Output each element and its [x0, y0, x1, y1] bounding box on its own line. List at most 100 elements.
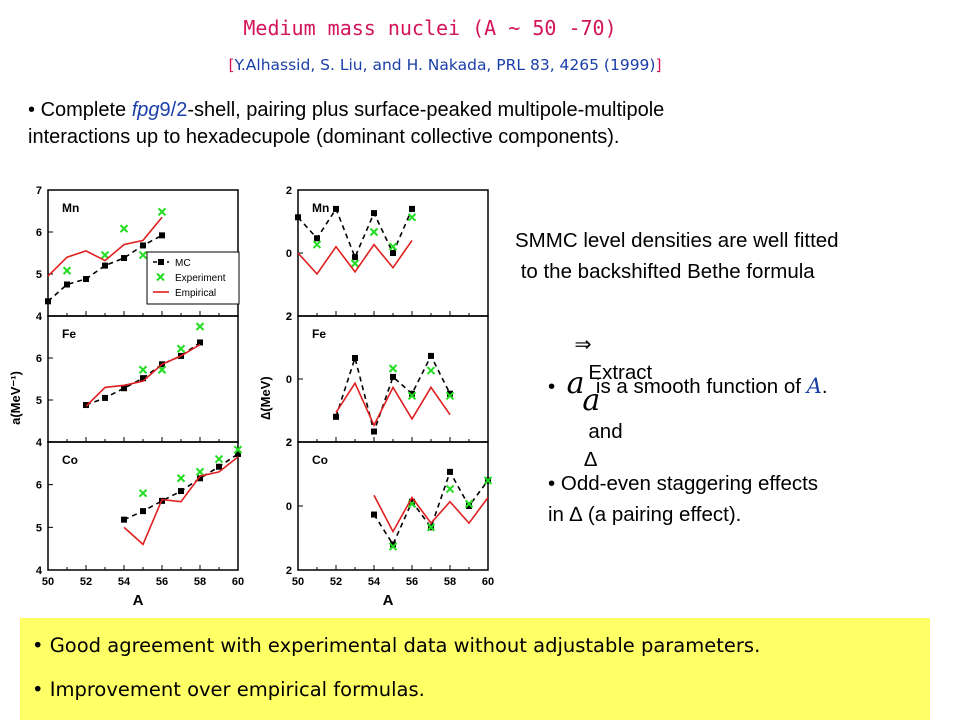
intro-bullet: •: [28, 99, 36, 121]
panel-element-label: Mn: [62, 201, 79, 215]
mc-point: [197, 475, 203, 482]
smmc-line-1: SMMC level densities are well fitted: [515, 229, 839, 252]
y-tick-label: 0: [286, 374, 292, 386]
mc-point: [428, 352, 434, 359]
empirical-line: [373, 494, 489, 534]
mc-point: [295, 214, 301, 221]
experiment-point: [369, 227, 379, 237]
x-tick-label: 60: [482, 576, 494, 588]
y-tick-label: 2: [286, 311, 292, 323]
y-tick-label: 7: [36, 185, 42, 197]
x-tick-label: 56: [156, 576, 168, 588]
y-tick-label: 6: [36, 227, 42, 239]
y-tick-label: 2: [286, 437, 292, 449]
citation-close-bracket: ]: [655, 56, 662, 74]
mc-point: [159, 232, 165, 239]
experiment-point: [176, 344, 186, 353]
x-tick-label: 52: [80, 576, 92, 588]
and-label: and: [588, 420, 623, 443]
a-symbol: a: [582, 383, 601, 418]
empirical-line: [47, 216, 163, 277]
experiment-point: [445, 484, 455, 494]
mc-point: [333, 413, 339, 420]
y-tick-label: 4: [36, 437, 43, 449]
mc-point: [83, 276, 89, 283]
mc-point: [216, 463, 222, 470]
x-tick-label: 58: [444, 576, 456, 588]
mc-point: [235, 450, 241, 457]
mc-point: [314, 235, 320, 242]
mc-point: [447, 390, 453, 397]
experiment-point: [195, 322, 205, 331]
delta-symbol: ∆: [584, 448, 597, 471]
mc-point: [121, 385, 127, 392]
experiment-point: [388, 364, 398, 373]
intro-text-post: -shell, pairing plus surface-peaked mult…: [187, 99, 665, 121]
panel-element-label: Co: [312, 453, 328, 467]
mc-point: [121, 255, 127, 262]
empirical-line: [85, 343, 201, 407]
y-tick-label: 6: [36, 353, 42, 365]
experiment-point: [426, 366, 436, 375]
y-tick-label: 0: [286, 248, 292, 260]
legend-mc-marker: [158, 259, 164, 265]
x-axis-label: A: [133, 592, 144, 609]
experiment-point: [350, 259, 360, 268]
panel-element-label: Co: [62, 453, 78, 467]
experiment-point: [100, 250, 110, 260]
odd-even-line-1: • Odd-even staggering effects: [548, 472, 819, 495]
experiment-point: [119, 224, 129, 233]
y-tick-label: 2: [286, 565, 292, 577]
odd-even-pre: in: [548, 503, 570, 526]
mc-point: [466, 503, 472, 509]
mc-point: [45, 298, 51, 305]
y-tick-label: 0: [286, 501, 292, 513]
implies-symbol: ⇒: [574, 333, 592, 356]
mc-point: [409, 498, 415, 505]
x-tick-label: 50: [42, 576, 54, 588]
mc-point: [352, 355, 358, 361]
mc-point: [447, 468, 453, 475]
panel-element-label: Mn: [312, 201, 329, 215]
citation: [Y.Alhassid, S. Liu, and H. Nakada, PRL …: [0, 56, 890, 74]
x-tick-label: 50: [292, 576, 304, 588]
mc-point: [140, 508, 146, 515]
empirical-line: [123, 456, 239, 546]
panel-element-label: Fe: [62, 327, 76, 341]
y-tick-label: 5: [36, 269, 42, 281]
y-tick-label: 2: [286, 437, 292, 449]
experiment-point: [157, 207, 167, 217]
intro-line-2: interactions up to hexadecupole (dominan…: [28, 126, 620, 148]
summary-line-2: • Improvement over empirical formulas.: [32, 678, 425, 701]
mc-point: [371, 511, 377, 518]
mc-point: [371, 210, 377, 217]
experiment-point: [214, 454, 224, 464]
smooth-end: .: [821, 375, 828, 398]
mc-point: [409, 390, 415, 397]
y-axis-label-a: a(MeV⁻¹): [8, 371, 23, 425]
experiment-point: [62, 266, 72, 275]
x-tick-label: 54: [118, 576, 131, 588]
y-tick-label: 2: [286, 185, 292, 197]
legend-experiment-marker: [156, 272, 165, 282]
experiment-point: [407, 213, 417, 222]
mc-point: [390, 373, 396, 380]
odd-even-post: (a pairing effect).: [582, 503, 742, 526]
mc-point: [390, 250, 396, 256]
extract-label: Extract: [588, 361, 653, 384]
experiment-point: [445, 391, 455, 401]
smooth-bullet: •: [548, 375, 556, 398]
legend-empirical-label: Empirical: [175, 288, 216, 299]
citation-text: Y.Alhassid, S. Liu, and H. Nakada, PRL 8…: [234, 56, 656, 74]
experiment-point: [195, 467, 205, 477]
slide-title: Medium mass nuclei (A ~ 50 -70): [243, 16, 617, 40]
experiment-point: [407, 391, 417, 401]
y-tick-label: 4: [36, 565, 43, 577]
experiment-point: [388, 242, 398, 251]
mc-point: [83, 402, 89, 409]
experiment-point: [483, 476, 493, 485]
legend-experiment-label: Experiment: [175, 273, 226, 284]
mc-point: [102, 394, 108, 401]
x-tick-label: 52: [330, 576, 342, 588]
